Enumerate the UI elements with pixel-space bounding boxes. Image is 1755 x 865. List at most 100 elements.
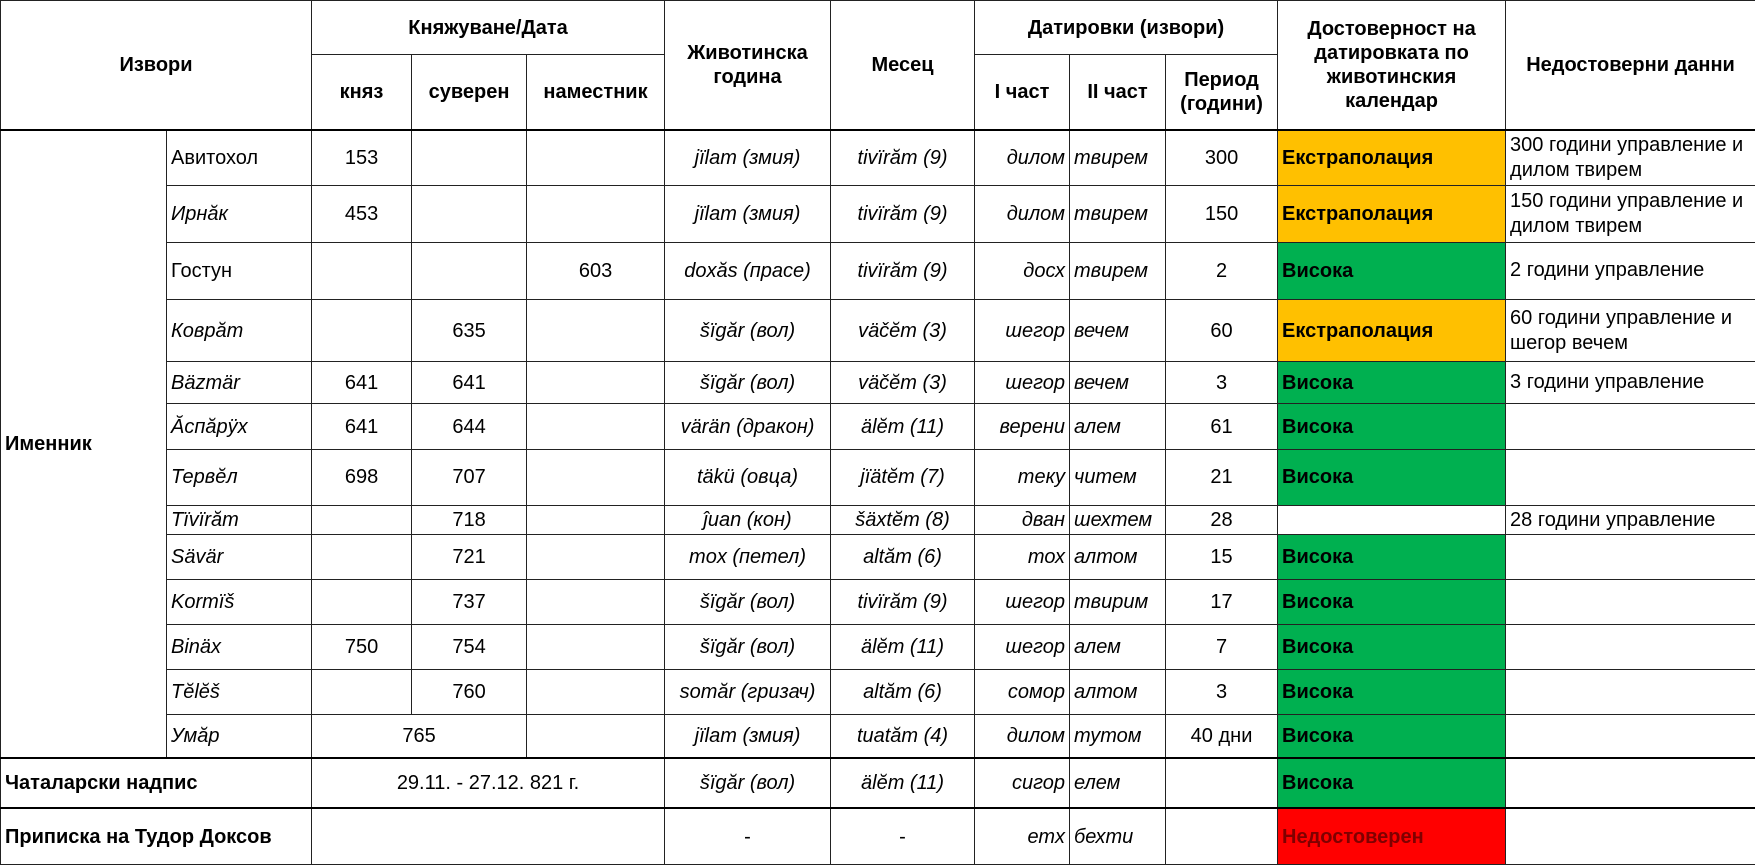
part1-cell: шегор xyxy=(974,361,1071,405)
header-sources: Извори xyxy=(0,0,313,131)
note-cell: 60 години управление и шегор вечем xyxy=(1505,298,1755,363)
animal-year: mox (петел) xyxy=(664,534,832,581)
prince-year: 698 xyxy=(311,448,413,506)
header-prince: княз xyxy=(311,54,413,131)
reliability-cell: Висока xyxy=(1277,241,1507,300)
month-cell: tuatăm (4) xyxy=(830,714,976,759)
header-sovereign: суверен xyxy=(411,54,528,131)
ruler-name: Авитохол xyxy=(165,128,313,187)
part2-cell: алем xyxy=(1069,403,1167,450)
animal-year: ĵuan (кон) xyxy=(664,504,832,536)
period-cell: 7 xyxy=(1165,623,1279,670)
header-reliability: Достоверност на датировката по животинск… xyxy=(1277,0,1507,131)
table-row: Tïvïrăm 718 ĵuan (кон) šäxtĕm (8) дван ш… xyxy=(1,504,1755,536)
note-cell xyxy=(1505,448,1755,506)
note-cell xyxy=(1505,579,1755,625)
reliability-cell: Висока xyxy=(1277,579,1507,625)
note-cell xyxy=(1505,668,1755,716)
ruler-name: Kormïš xyxy=(165,579,313,625)
animal-year: šïgăr (вол) xyxy=(664,298,832,363)
header-reign-date: Княжуване/Дата xyxy=(311,0,666,55)
part1-cell: сигор xyxy=(974,757,1071,810)
table-row: Именник Авитохол 153 jïlam (змия) tivïră… xyxy=(0,128,1755,759)
header-unreliable-data: Недостоверни данни xyxy=(1505,0,1755,131)
month-cell: älĕm (11) xyxy=(830,403,976,450)
ruler-name: Тервĕл xyxy=(165,448,313,506)
month-cell: šäxtĕm (8) xyxy=(830,504,976,536)
table-row: Bäzmär 641 641 šïgăr (вол) väčĕm (3) шег… xyxy=(1,361,1755,405)
month-cell: tivïrăm (9) xyxy=(830,241,976,300)
part2-cell: бехти xyxy=(1069,807,1167,865)
part1-cell: теку xyxy=(974,448,1071,506)
chatalar-date: 29.11. - 27.12. 821 г. xyxy=(311,757,666,810)
reliability-cell: Висока xyxy=(1277,403,1507,450)
month-cell: älĕm (11) xyxy=(830,623,976,670)
note-cell xyxy=(1505,623,1755,670)
prince-year xyxy=(311,504,413,536)
animal-year: - xyxy=(664,807,832,865)
month-cell: tivïrăm (9) xyxy=(830,579,976,625)
part2-cell: твирем xyxy=(1069,241,1167,300)
reliability-cell: Висока xyxy=(1277,448,1507,506)
part2-cell: твирем xyxy=(1069,128,1167,187)
part1-cell: етх xyxy=(974,807,1071,865)
table-row: Ирнăк 453 jïlam (змия) tivïrăm (9) дилом… xyxy=(1,185,1755,243)
reliability-cell: Екстраполация xyxy=(1277,298,1507,363)
ruler-name: Умăр xyxy=(165,714,313,759)
reliability-cell: Екстраполация xyxy=(1277,185,1507,243)
table-row: Binäx 750 754 šïgăr (вол) älĕm (11) шего… xyxy=(1,623,1755,670)
note-cell: 2 години управление xyxy=(1505,241,1755,300)
prince-year: 453 xyxy=(311,185,413,243)
regent-year xyxy=(526,714,666,759)
part2-cell: твирем xyxy=(1069,185,1167,243)
header-regent: наместник xyxy=(526,54,666,131)
ruler-name: Ăспăрÿх xyxy=(165,403,313,450)
month-cell: väčĕm (3) xyxy=(830,361,976,405)
month-cell: altăm (6) xyxy=(830,668,976,716)
sovereign-year: 737 xyxy=(411,579,528,625)
period-cell: 3 xyxy=(1165,361,1279,405)
animal-year: jïlam (змия) xyxy=(664,128,832,187)
ruler-name: Tĕlĕš xyxy=(165,668,313,716)
note-cell: 3 години управление xyxy=(1505,361,1755,405)
month-cell: jïätĕm (7) xyxy=(830,448,976,506)
note-cell xyxy=(1505,403,1755,450)
prince-year: 641 xyxy=(311,403,413,450)
ruler-name: Sävär xyxy=(165,534,313,581)
reliability-cell: Недостоверен xyxy=(1277,807,1507,865)
regent-year xyxy=(526,504,666,536)
note-cell xyxy=(1505,757,1755,810)
note-cell: 300 години управление и дилом твирем xyxy=(1505,128,1755,187)
note-cell: 28 години управление xyxy=(1505,504,1755,536)
part1-cell: дилом xyxy=(974,128,1071,187)
month-cell: - xyxy=(830,807,976,865)
prince-year xyxy=(311,579,413,625)
regent-year xyxy=(526,534,666,581)
ruler-name: Ирнăк xyxy=(165,185,313,243)
regent-year xyxy=(526,361,666,405)
table-row: Sävär 721 mox (петел) altăm (6) тох алто… xyxy=(1,534,1755,581)
part2-cell: алем xyxy=(1069,623,1167,670)
part1-cell: шегор xyxy=(974,623,1071,670)
animal-year: šïgăr (вол) xyxy=(664,579,832,625)
reliability-cell: Висока xyxy=(1277,668,1507,716)
part2-cell: твирим xyxy=(1069,579,1167,625)
prince-year xyxy=(311,534,413,581)
period-cell: 150 xyxy=(1165,185,1279,243)
animal-year: värän (дракон) xyxy=(664,403,832,450)
regent-year: 603 xyxy=(526,241,666,300)
prince-year xyxy=(311,298,413,363)
animal-year: jïlam (змия) xyxy=(664,185,832,243)
sovereign-year: 718 xyxy=(411,504,528,536)
table-row: Умăр 765 jïlam (змия) tuatăm (4) дилом т… xyxy=(1,714,1755,759)
header-part1: I част xyxy=(974,54,1071,131)
prince-year xyxy=(311,668,413,716)
table-row: Tĕlĕš 760 somăr (гризач) altăm (6) сомор… xyxy=(1,668,1755,716)
month-cell: tivïrăm (9) xyxy=(830,128,976,187)
period-cell: 21 xyxy=(1165,448,1279,506)
period-cell: 17 xyxy=(1165,579,1279,625)
reliability-cell: Висока xyxy=(1277,534,1507,581)
month-cell: tivïrăm (9) xyxy=(830,185,976,243)
header-datings: Датировки (извори) xyxy=(974,0,1279,55)
